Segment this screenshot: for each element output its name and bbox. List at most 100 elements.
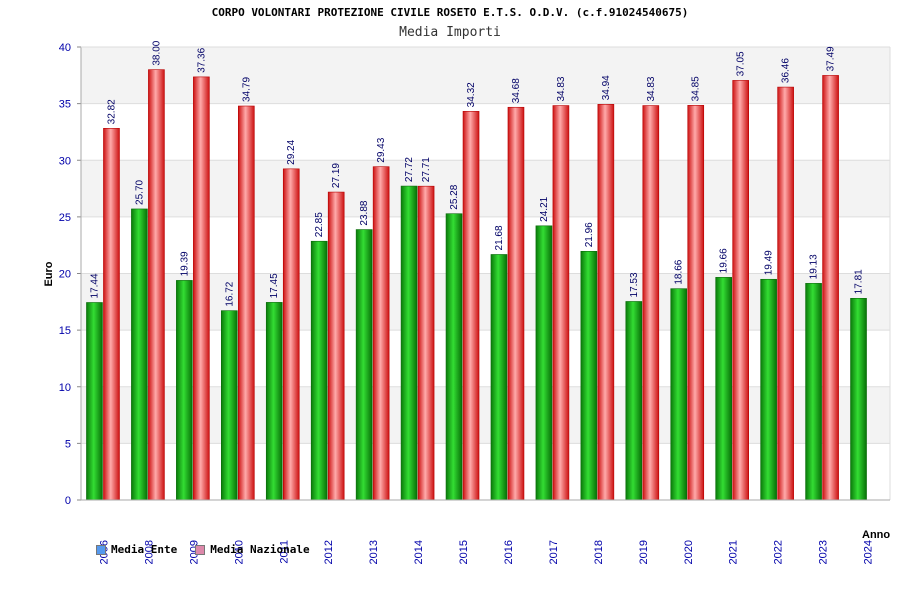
x-tick-label: 2020 <box>683 540 695 564</box>
x-tick-label: 2008 <box>143 540 155 564</box>
data-label: 34.83 <box>556 76 567 101</box>
x-tick-label: 2017 <box>548 540 560 564</box>
bar-nazionale-2019 <box>642 105 660 501</box>
bar-ente-2010 <box>221 310 238 501</box>
bar-ente-2024 <box>850 298 867 501</box>
bar-nazionale-2012 <box>327 191 345 501</box>
y-tick-label: 20 <box>59 269 71 281</box>
data-label: 37.05 <box>736 51 747 76</box>
data-label: 29.43 <box>376 137 387 162</box>
x-tick-label: 2013 <box>368 540 380 564</box>
x-tick-label: 2021 <box>728 540 740 564</box>
bar-ente-2023 <box>805 283 822 501</box>
data-label: 19.66 <box>719 248 730 273</box>
x-axis-label: Anno <box>862 529 890 541</box>
bar-nazionale-2018 <box>597 104 615 501</box>
data-label: 34.83 <box>646 76 657 101</box>
data-label: 36.46 <box>781 58 792 83</box>
legend-label-ente: Media Ente <box>111 543 178 556</box>
legend-swatch-ente <box>96 544 106 555</box>
bar-nazionale-2011 <box>282 168 300 501</box>
bar-nazionale-2023 <box>822 75 839 501</box>
bar-ente-2011 <box>265 302 283 501</box>
data-label: 37.36 <box>196 47 207 72</box>
bar-nazionale-2013 <box>372 166 390 501</box>
data-label: 22.85 <box>314 212 325 237</box>
data-label: 17.44 <box>89 273 100 298</box>
chart-subtitle: Media Importi <box>399 25 501 40</box>
y-tick-label: 5 <box>65 438 71 450</box>
data-label: 27.19 <box>331 163 342 188</box>
bar-ente-2017 <box>535 225 553 501</box>
y-tick-label: 10 <box>59 382 71 394</box>
x-tick-label: 2012 <box>323 540 335 564</box>
data-label: 34.85 <box>691 76 702 101</box>
y-tick-label: 40 <box>59 42 71 54</box>
bar-nazionale-2021 <box>732 80 749 501</box>
y-tick-label: 30 <box>59 155 71 167</box>
data-label: 27.72 <box>404 157 415 182</box>
bar-nazionale-2022 <box>777 86 794 501</box>
chart-title: CORPO VOLONTARI PROTEZIONE CIVILE ROSETO… <box>211 6 689 19</box>
bar-ente-2019 <box>625 301 643 501</box>
grid-band <box>81 216 890 274</box>
bar-ente-2021 <box>715 277 732 501</box>
x-tick-label: 2014 <box>413 540 425 564</box>
data-label: 32.82 <box>106 99 117 124</box>
bar-ente-2006 <box>86 302 103 501</box>
bar-nazionale-2016 <box>507 106 525 501</box>
bar-nazionale-2008 <box>148 69 165 501</box>
data-label: 23.88 <box>359 200 370 225</box>
bar-ente-2016 <box>490 254 508 501</box>
y-tick-label: 25 <box>59 212 71 224</box>
bar-nazionale-2015 <box>462 111 480 501</box>
data-label: 37.49 <box>826 46 837 71</box>
grid-band <box>81 273 890 331</box>
bar-ente-2014 <box>400 185 418 501</box>
bar-ente-2013 <box>355 229 373 501</box>
data-label: 27.71 <box>421 157 432 182</box>
y-axis-label: Euro <box>43 261 55 286</box>
bar-ente-2008 <box>131 208 148 501</box>
x-tick-label: 2022 <box>773 540 785 564</box>
grid-band <box>81 47 890 104</box>
bar-nazionale-2020 <box>687 105 705 501</box>
grid-bands <box>81 47 890 500</box>
bar-ente-2009 <box>176 280 193 501</box>
data-label: 18.66 <box>674 259 685 284</box>
legend-label-nazionale: Media Nazionale <box>210 543 310 556</box>
data-label: 21.68 <box>494 225 505 250</box>
bar-ente-2018 <box>580 251 598 501</box>
x-tick-label: 2011 <box>278 540 290 564</box>
grid-band <box>81 386 890 444</box>
y-tick-label: 15 <box>59 325 71 337</box>
bars: 17.44 32.82 25.70 38.00 19.39 37.36 16.72 34.79… <box>86 40 867 501</box>
x-tick-label: 2015 <box>458 540 470 564</box>
grid-band <box>81 103 890 161</box>
bar-ente-2012 <box>310 240 328 501</box>
data-label: 19.13 <box>809 254 820 279</box>
data-label: 25.28 <box>449 184 460 209</box>
bar-nazionale-2014 <box>417 185 435 501</box>
x-tick-label: 2016 <box>503 540 515 564</box>
grid-band <box>81 443 890 500</box>
x-tick-label: 2024 <box>863 540 875 564</box>
data-label: 25.70 <box>134 179 145 204</box>
x-tick-label: 2019 <box>638 540 650 564</box>
data-label: 34.68 <box>511 78 522 103</box>
grid-band <box>81 330 890 387</box>
x-tick-label: 2018 <box>593 540 605 564</box>
data-label: 19.39 <box>179 251 190 276</box>
data-label: 21.96 <box>584 222 595 247</box>
data-label: 17.81 <box>854 269 865 294</box>
y-tick-label: 0 <box>65 495 71 507</box>
bar-nazionale-2006 <box>103 128 120 501</box>
data-label: 16.72 <box>224 281 235 306</box>
bar-nazionale-2010 <box>238 105 255 501</box>
legend-item-ente: Media Ente <box>96 543 177 556</box>
bar-nazionale-2017 <box>552 105 570 501</box>
grid-band <box>81 160 890 217</box>
x-tick-label: 2023 <box>818 540 830 564</box>
y-tick-label: 35 <box>59 99 71 111</box>
data-label: 17.45 <box>269 273 280 298</box>
